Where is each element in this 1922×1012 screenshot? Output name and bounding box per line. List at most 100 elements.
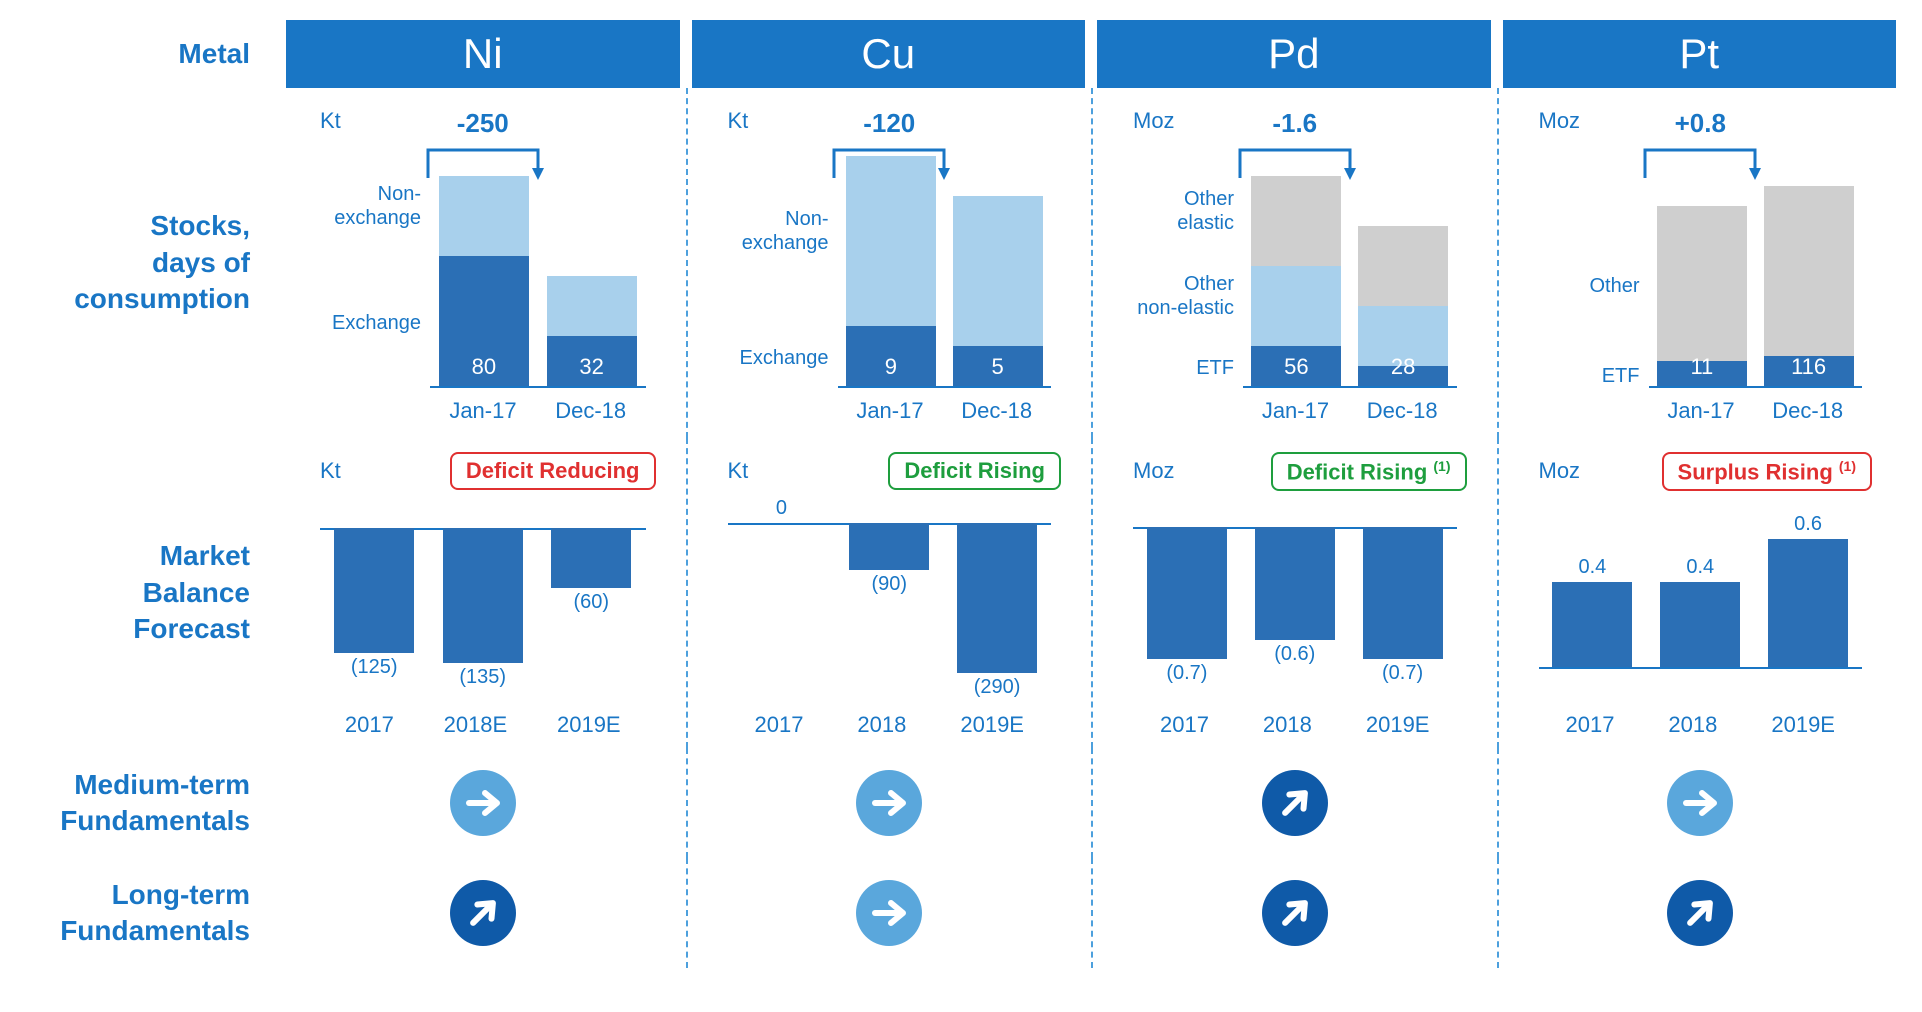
year-label: 2018 <box>1668 712 1717 738</box>
balance-bar: 0.4 <box>1552 582 1632 667</box>
long-term-cell <box>1091 858 1497 968</box>
segment-label: Other <box>1525 274 1640 298</box>
fundamental-arrow-icon <box>1667 880 1733 946</box>
fundamental-arrow-icon <box>1262 880 1328 946</box>
stocks-panel: Kt-250 Non- exchangeExchange8032Jan-17De… <box>280 88 686 438</box>
metal-header: Pd <box>1097 20 1491 88</box>
balance-badge: Deficit Reducing <box>450 452 656 490</box>
balance-bar: 0.4 <box>1660 582 1740 667</box>
fundamental-arrow-icon <box>1262 770 1328 836</box>
medium-term-cell <box>280 748 686 858</box>
year-label: 2018E <box>444 712 508 738</box>
year-label: 2019E <box>1771 712 1835 738</box>
balance-bar: (0.6) <box>1255 527 1335 640</box>
fundamental-arrow-icon <box>856 880 922 946</box>
balance-bar-label: (0.7) <box>1147 662 1227 685</box>
stocks-delta: -250 <box>457 108 509 139</box>
stocks-panel: Kt-120 Non- exchangeExchange95Jan-17Dec-… <box>686 88 1092 438</box>
balance-bar: (60) <box>551 528 631 588</box>
balance-panel: Moz Deficit Rising (1) (0.7) (0.6) (0.7) 2017… <box>1091 438 1497 748</box>
stacked-bar: 32 <box>547 276 637 386</box>
balance-unit: Kt <box>320 458 341 484</box>
x-label: Jan-17 <box>449 398 516 424</box>
year-label: 2019E <box>557 712 621 738</box>
row-label-metal: Metal <box>20 20 280 88</box>
x-label: Dec-18 <box>1772 398 1843 424</box>
stacked-bar: 28 <box>1358 226 1448 386</box>
metal-header: Pt <box>1503 20 1897 88</box>
balance-bar: 0.6 <box>1768 539 1848 667</box>
x-label: Jan-17 <box>1262 398 1329 424</box>
balance-badge: Deficit Rising <box>888 452 1061 490</box>
balance-bar-label: (290) <box>957 676 1037 699</box>
balance-panel: KtDeficit Rising0(90)(290)201720182019E <box>686 438 1092 748</box>
stocks-delta: -120 <box>863 108 915 139</box>
fundamental-arrow-icon <box>450 880 516 946</box>
bar-value-label: 116 <box>1764 354 1854 380</box>
stocks-panel: Moz+0.8 OtherETF11116Jan-17Dec-18 <box>1497 88 1903 438</box>
year-label: 2019E <box>1366 712 1430 738</box>
segment-label: ETF <box>1119 356 1234 380</box>
segment-label: Exchange <box>306 311 421 335</box>
balance-panel: Moz Surplus Rising (1) 0.4 0.4 0.6 2017 2018 20… <box>1497 438 1903 748</box>
balance-bar-label: 0.4 <box>1660 556 1740 579</box>
fundamental-arrow-icon <box>856 770 922 836</box>
year-label: 2017 <box>754 712 803 738</box>
x-label: Dec-18 <box>961 398 1032 424</box>
bar-value-label: 11 <box>1657 354 1747 380</box>
stacked-bar: 56 <box>1251 176 1341 386</box>
year-label: 2017 <box>1160 712 1209 738</box>
balance-bar-label: (135) <box>443 666 523 689</box>
metal-header: Ni <box>286 20 680 88</box>
year-label: 2018 <box>1263 712 1312 738</box>
zero-axis <box>1539 667 1863 669</box>
segment-label: Exchange <box>714 346 829 370</box>
balance-badge: Deficit Rising (1) <box>1271 452 1467 491</box>
balance-unit: Moz <box>1133 458 1175 484</box>
balance-bar-label: (0.6) <box>1255 643 1335 666</box>
year-label: 2018 <box>857 712 906 738</box>
balance-bar-label: 0 <box>741 497 821 520</box>
long-term-cell <box>1497 858 1903 968</box>
stocks-unit: Moz <box>1133 108 1175 134</box>
balance-badge: Surplus Rising (1) <box>1662 452 1872 491</box>
balance-unit: Moz <box>1539 458 1581 484</box>
row-label-stocks: Stocks, days of consumption <box>20 88 280 438</box>
balance-bar-label: 0.6 <box>1768 513 1848 536</box>
stacked-bar: 11 <box>1657 206 1747 386</box>
balance-bar-label: (125) <box>334 656 414 679</box>
balance-bar-label: (0.7) <box>1363 662 1443 685</box>
stocks-unit: Kt <box>728 108 749 134</box>
x-label: Dec-18 <box>1367 398 1438 424</box>
year-label: 2017 <box>345 712 394 738</box>
stacked-bar: 5 <box>953 196 1043 386</box>
stacked-bar: 80 <box>439 176 529 386</box>
bar-value-label: 5 <box>953 354 1043 380</box>
segment-label: Non- exchange <box>306 182 421 230</box>
balance-bar: (0.7) <box>1363 527 1443 659</box>
segment-label: ETF <box>1525 364 1640 388</box>
segment-label: Non- exchange <box>714 207 829 255</box>
fundamental-arrow-icon <box>450 770 516 836</box>
balance-bar: (0.7) <box>1147 527 1227 659</box>
stacked-bar: 9 <box>846 156 936 386</box>
stocks-panel: Moz-1.6 Other elasticOther non-elasticET… <box>1091 88 1497 438</box>
stacked-bar: 116 <box>1764 186 1854 386</box>
row-label-medium: Medium-term Fundamentals <box>20 748 280 858</box>
bar-value-label: 28 <box>1358 354 1448 380</box>
medium-term-cell <box>686 748 1092 858</box>
balance-unit: Kt <box>728 458 749 484</box>
balance-bar-label: (90) <box>849 573 929 596</box>
balance-bar: (125) <box>334 528 414 653</box>
fundamental-arrow-icon <box>1667 770 1733 836</box>
row-label-balance: Market Balance Forecast <box>20 438 280 748</box>
segment-label: Other elastic <box>1119 187 1234 235</box>
year-label: 2017 <box>1565 712 1614 738</box>
balance-bar: (290) <box>957 523 1037 673</box>
segment-label: Other non-elastic <box>1119 272 1234 320</box>
balance-bar: (135) <box>443 528 523 663</box>
balance-bar-label: (60) <box>551 591 631 614</box>
stocks-unit: Moz <box>1539 108 1581 134</box>
balance-panel: Kt Deficit Reducing (125) (135) (60) 2017 2018… <box>280 438 686 748</box>
medium-term-cell <box>1091 748 1497 858</box>
